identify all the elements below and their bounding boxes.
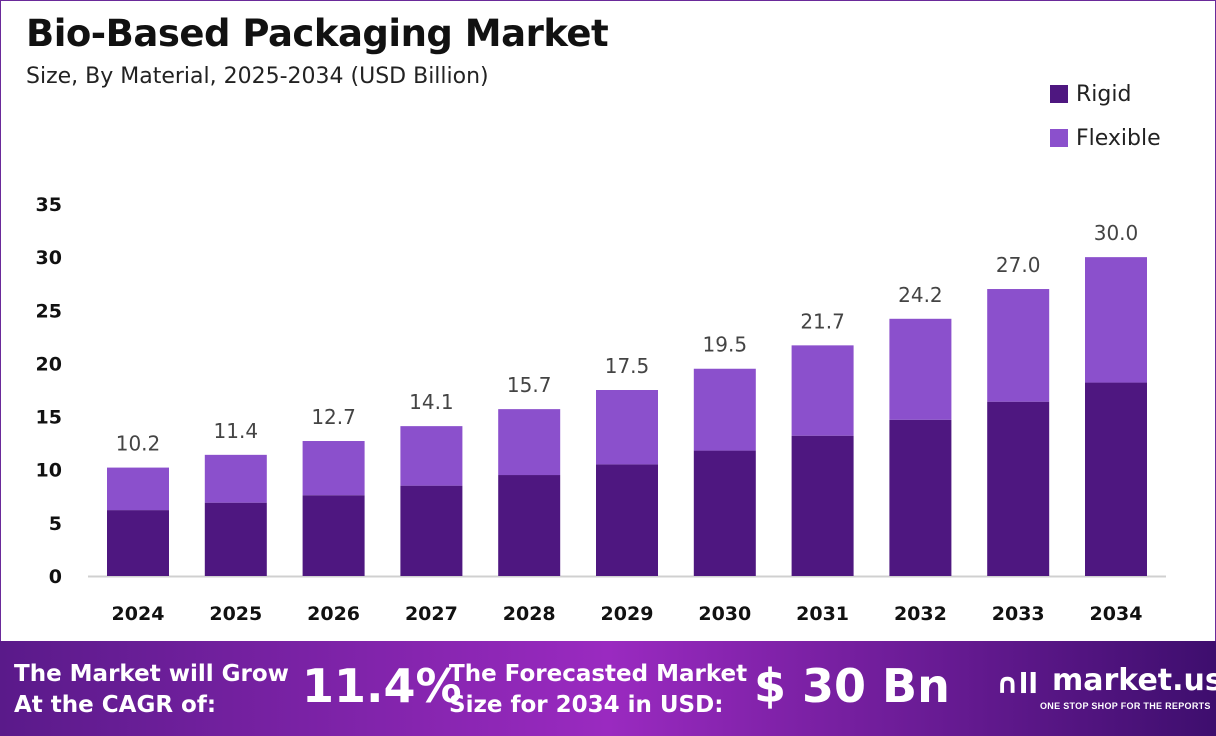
logo-tagline: ONE STOP SHOP FOR THE REPORTS [1040, 701, 1211, 711]
bar-flexible-2032 [889, 318, 952, 420]
bar-flexible-2025 [204, 454, 267, 503]
y-tick-label: 30 [36, 247, 62, 269]
forecast-label-line: The Forecasted Market [449, 661, 748, 687]
bar-flexible-2030 [693, 368, 756, 451]
legend: Rigid Flexible [1050, 72, 1161, 160]
bar-flexible-2028 [498, 409, 561, 476]
bar-flexible-2027 [400, 426, 463, 486]
y-tick-label: 10 [36, 460, 62, 482]
x-tick-label: 2028 [503, 603, 556, 625]
forecast-value: $ 30 Bn [754, 659, 950, 713]
x-tick-label: 2029 [601, 603, 654, 625]
data-label-total: 11.4 [214, 419, 259, 443]
bar-rigid-2027 [400, 485, 463, 576]
y-tick-label: 25 [36, 300, 62, 322]
data-label-total: 10.2 [116, 432, 161, 456]
chart-title: Bio-Based Packaging Market [26, 12, 609, 55]
bar-rigid-2032 [889, 419, 952, 576]
forecast-label: The Forecasted Market Size for 2034 in US… [449, 659, 747, 721]
y-tick-label: 0 [49, 566, 62, 588]
chart-subtitle: Size, By Material, 2025-2034 (USD Billio… [26, 64, 489, 89]
bar-flexible-2031 [791, 345, 854, 436]
data-label-total: 24.2 [898, 283, 943, 307]
data-label-total: 21.7 [800, 309, 845, 333]
x-tick-label: 2026 [307, 603, 360, 625]
data-label-total: 19.5 [703, 333, 748, 357]
bar-flexible-2034 [1085, 257, 1147, 383]
bar-rigid-2028 [498, 475, 561, 576]
y-tick-label: 35 [36, 194, 62, 216]
market-us-logo-icon: ∩ll [996, 667, 1038, 700]
x-tick-label: 2031 [796, 603, 849, 625]
bar-rigid-2024 [107, 510, 169, 576]
y-tick-label: 20 [36, 353, 62, 375]
legend-swatch-rigid [1050, 85, 1068, 103]
bar-rigid-2031 [791, 435, 854, 576]
cagr-value: 11.4% [302, 659, 462, 713]
x-tick-label: 2030 [698, 603, 751, 625]
x-tick-label: 2024 [112, 603, 165, 625]
bar-rigid-2034 [1085, 382, 1147, 576]
data-label-total: 30.0 [1094, 221, 1139, 245]
data-label-total: 14.1 [409, 390, 454, 414]
bar-rigid-2033 [987, 401, 1050, 576]
bar-chart: 0510152025303510.2202411.4202512.7202614… [36, 194, 1166, 625]
legend-label: Rigid [1076, 81, 1132, 107]
cagr-label-line: The Market will Grow [14, 661, 289, 687]
market-us-logo: ∩ll market.us ONE STOP SHOP FOR THE REPO… [996, 661, 1216, 721]
data-label-total: 15.7 [507, 373, 552, 397]
logo-name: market.us [1052, 663, 1216, 698]
legend-swatch-flexible [1050, 129, 1068, 147]
bar-rigid-2030 [693, 450, 756, 576]
bar-rigid-2026 [302, 495, 365, 576]
data-label-total: 12.7 [311, 405, 356, 429]
data-label-total: 27.0 [996, 253, 1041, 277]
bar-rigid-2029 [596, 464, 658, 576]
cagr-label: The Market will Grow At the CAGR of: [14, 659, 289, 721]
y-tick-label: 15 [36, 407, 62, 429]
summary-banner: The Market will Grow At the CAGR of: 11.4… [0, 641, 1216, 736]
bar-rigid-2025 [204, 502, 267, 576]
bar-flexible-2024 [107, 467, 169, 511]
x-tick-label: 2034 [1090, 603, 1143, 625]
data-label-total: 17.5 [605, 354, 650, 378]
x-tick-label: 2033 [992, 603, 1045, 625]
bar-flexible-2026 [302, 441, 365, 496]
forecast-label-line: Size for 2034 in USD: [449, 692, 724, 718]
cagr-label-line: At the CAGR of: [14, 692, 217, 718]
bar-flexible-2029 [596, 390, 658, 465]
x-tick-label: 2032 [894, 603, 947, 625]
y-tick-label: 5 [49, 513, 62, 535]
legend-item-rigid: Rigid [1050, 72, 1161, 116]
bar-flexible-2033 [987, 289, 1050, 402]
x-tick-label: 2025 [209, 603, 262, 625]
legend-item-flexible: Flexible [1050, 116, 1161, 160]
legend-label: Flexible [1076, 125, 1161, 151]
x-tick-label: 2027 [405, 603, 458, 625]
